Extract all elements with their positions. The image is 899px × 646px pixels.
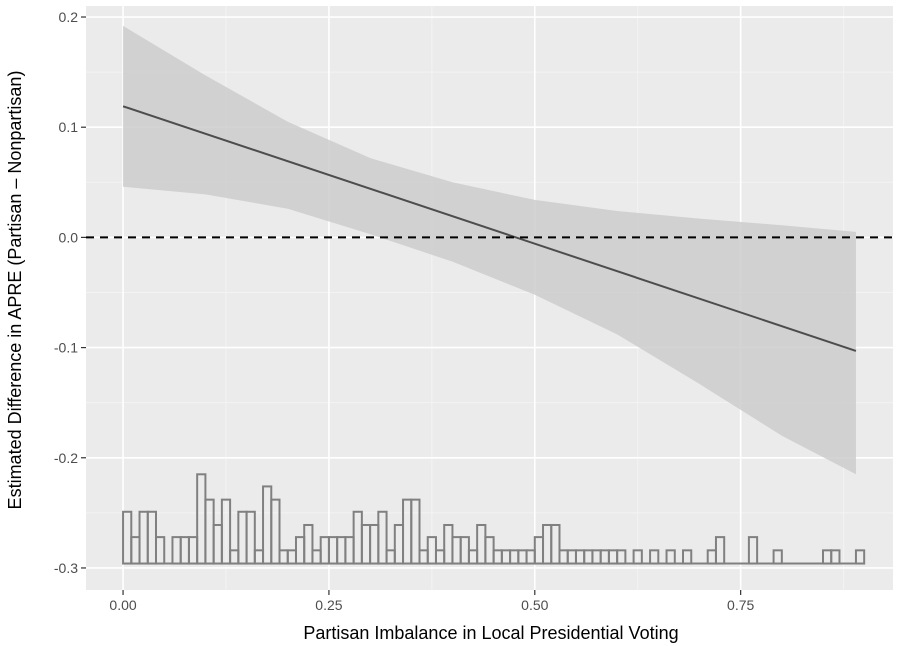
confidence-band — [123, 25, 856, 475]
x-tick-label: 0.25 — [315, 597, 342, 613]
confidence-band-group — [123, 25, 856, 475]
x-tick-labels: 0.00 0.25 0.50 0.75 — [109, 597, 754, 613]
y-tick-label: 0.2 — [59, 9, 79, 25]
grid — [86, 6, 893, 590]
estimate-line — [122, 105, 857, 352]
y-axis-title: Estimated Difference in APRE (Partisan –… — [5, 71, 25, 510]
y-tick-label: 0.0 — [59, 229, 79, 245]
x-tick-label: 0.00 — [109, 597, 136, 613]
y-tick-labels: -0.3 -0.2 -0.1 0.0 0.1 0.2 — [54, 9, 78, 576]
x-axis-title: Partisan Imbalance in Local Presidential… — [303, 623, 678, 643]
y-tick-label: -0.3 — [54, 560, 78, 576]
estimate-line-group — [122, 105, 857, 352]
x-tick-label: 0.75 — [727, 597, 754, 613]
y-tick-label: -0.2 — [54, 450, 78, 466]
y-tick-label: 0.1 — [59, 119, 79, 135]
rug-histogram — [122, 473, 866, 565]
axis-ticks — [81, 16, 742, 595]
y-tick-label: -0.1 — [54, 340, 78, 356]
x-tick-label: 0.50 — [521, 597, 548, 613]
